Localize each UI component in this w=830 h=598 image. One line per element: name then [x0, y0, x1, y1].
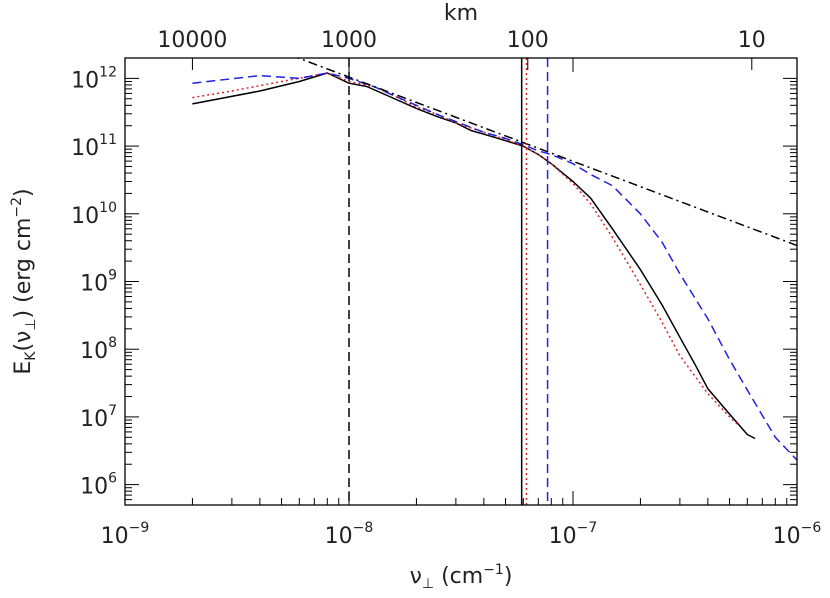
series-line-2: [192, 72, 740, 426]
x-axis-title-unit: (cm: [434, 564, 483, 589]
y-tick-label: 108: [80, 335, 117, 364]
x-tick-labels: 10−9 10−8 10−7 10−6: [101, 520, 822, 549]
series-line-4: [296, 58, 797, 247]
x-axis-title-main: ν: [410, 564, 422, 589]
y-axis-title-paren-open: (ν: [11, 331, 36, 352]
y-tick-label: 106: [80, 471, 117, 500]
x-tick-label: 10−7: [549, 520, 598, 549]
y-tick-label: 1010: [71, 200, 117, 229]
y-axis-title: EK(ν⊥) (erg cm−2): [9, 188, 39, 374]
y-tick-label: 107: [80, 403, 117, 432]
y-tick-label: 109: [80, 268, 117, 297]
y-axis-title-unit-sup: −2: [9, 197, 25, 218]
top-axis-tick-labels: 10000 1000 100 10: [157, 28, 765, 53]
x-axis-title: ν⊥ (cm−1): [410, 562, 513, 592]
top-axis-tick-label: 100: [507, 28, 549, 53]
x-axis-title-unit-close: ): [504, 564, 513, 589]
top-axis-title: km: [444, 1, 478, 26]
y-axis-title-unit-close: ): [11, 188, 36, 197]
y-axis-title-unit: (erg cm: [11, 218, 36, 310]
series-line-3: [192, 72, 797, 461]
x-tick-label: 10−6: [773, 520, 822, 549]
plot-lines: [192, 58, 797, 461]
y-axis-title-paren-subscript: ⊥: [23, 318, 39, 330]
top-axis-tick-label: 1000: [321, 28, 377, 53]
y-tick-label: 1011: [71, 132, 117, 161]
y-tick-labels: 106 107 108 109 1010 1011 1012: [71, 64, 117, 499]
top-axis-tick-label: 10: [738, 28, 766, 53]
series-line-1: [192, 72, 756, 440]
y-axis-title-main: E: [11, 361, 36, 375]
top-axis-tick-label: 10000: [157, 28, 227, 53]
x-axis-title-subscript: ⊥: [422, 576, 434, 592]
y-axis-title-subscript: K: [23, 351, 39, 361]
y-tick-label: 1012: [71, 64, 117, 93]
x-tick-label: 10−8: [325, 520, 374, 549]
x-axis-title-unit-sup: −1: [483, 562, 504, 578]
x-tick-label: 10−9: [101, 520, 150, 549]
vertical-reference-lines: [348, 58, 549, 505]
axis-ticks: [124, 57, 798, 506]
y-axis-title-paren-close: ): [11, 310, 36, 319]
